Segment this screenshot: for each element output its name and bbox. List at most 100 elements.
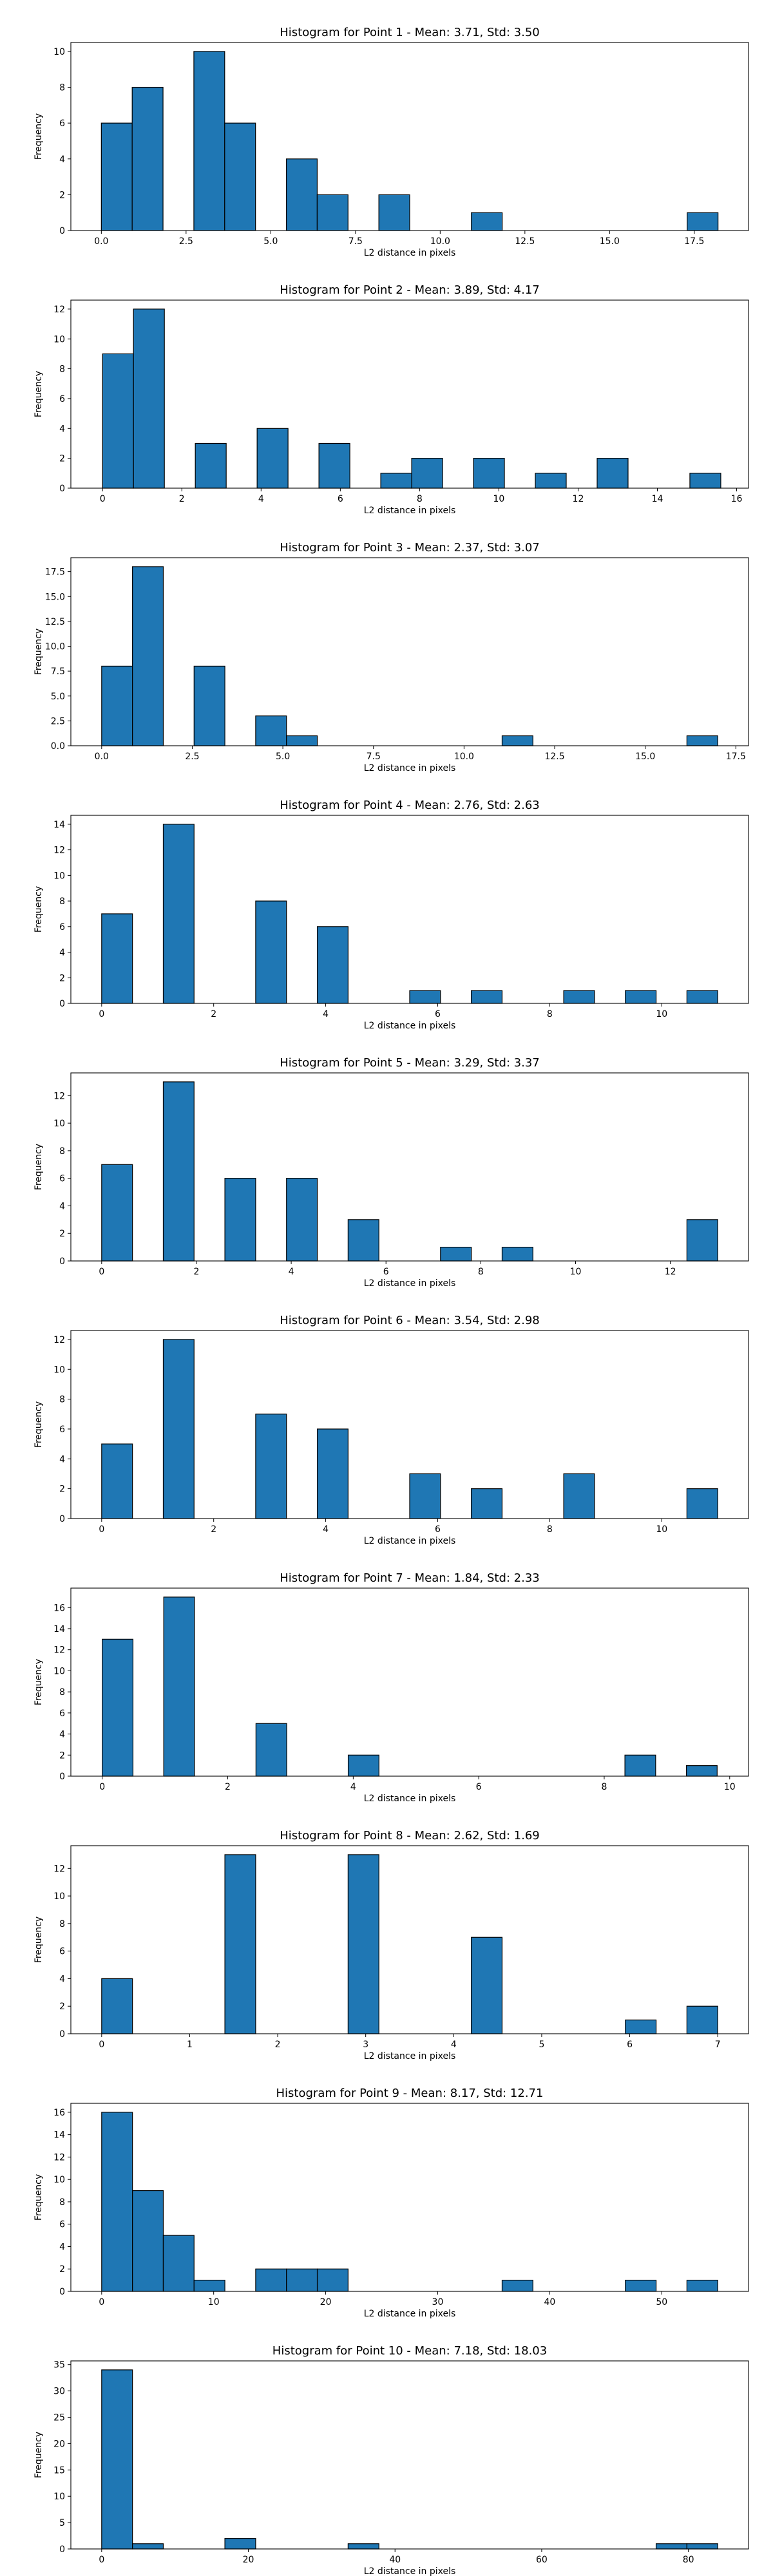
y-axis-label: Frequency [33,886,44,933]
y-axis-label: Frequency [33,371,44,417]
histogram-bar [286,735,318,746]
x-tick-label: 0 [100,494,106,504]
x-tick-label: 4 [289,1267,294,1277]
y-tick-label: 10 [53,1891,65,1902]
y-tick-label: 12 [53,846,65,856]
x-tick-label: 40 [389,2555,401,2565]
x-tick-label: 15.0 [635,752,655,762]
histogram-bar [655,2543,687,2550]
plot-frame [70,1072,749,1262]
y-tick-label: 6 [59,1709,65,1719]
chart-title: Histogram for Point 7 - Mean: 1.84, Std:… [280,1571,540,1585]
x-tick-label: 5.0 [276,752,290,762]
histogram-panel-10: Histogram for Point 10 - Mean: 7.18, Std… [33,2344,749,2576]
x-tick-label: 10.0 [430,236,450,247]
x-tick-label: 8 [547,1524,553,1535]
histogram-bar [133,308,165,489]
x-axis-label: L2 distance in pixels [364,248,456,258]
y-tick-label: 10 [53,2492,65,2502]
chart-title: Histogram for Point 2 - Mean: 3.89, Std:… [280,283,540,297]
y-tick-label: 12 [53,1091,65,1101]
plot-frame [70,557,749,746]
plot-frame [70,299,749,489]
histogram-bar [102,353,134,489]
histogram-bar [473,458,505,489]
y-tick-label: 2 [59,1750,65,1761]
x-tick-label: 3 [363,2040,368,2050]
histogram-bar [686,2543,718,2550]
histogram-bar [101,2369,133,2550]
y-tick-label: 8 [59,365,65,375]
y-tick-label: 2 [59,973,65,983]
histogram-bar [286,1178,318,1262]
x-tick-label: 60 [536,2555,548,2565]
y-tick-label: 2 [59,2002,65,2012]
x-tick-label: 15.0 [600,236,620,247]
chart-title: Histogram for Point 9 - Mean: 8.17, Std:… [276,2087,544,2100]
histogram-bar [162,1081,195,1262]
x-tick-label: 30 [432,2297,444,2307]
x-axis-label: L2 distance in pixels [364,1021,456,1030]
histogram-bar [378,194,410,231]
x-tick-label: 4 [451,2040,457,2050]
histogram-bar [162,2235,195,2292]
histogram-bar [625,990,657,1004]
histogram-bar [255,900,287,1004]
histogram-bar [316,1428,348,1519]
y-tick-label: 0 [59,226,65,236]
histogram-bar [163,1596,195,1777]
x-tick-label: 10 [656,1524,667,1535]
y-tick-label: 6 [59,922,65,933]
x-tick-label: 6 [435,1524,441,1535]
y-tick-label: 4 [59,1974,65,1984]
histogram-bar [347,1854,379,2034]
histogram-bar [286,2268,318,2292]
histogram-bar [195,442,227,489]
x-tick-label: 5 [539,2040,544,2050]
x-tick-label: 10 [208,2297,220,2307]
histogram-bar [101,665,133,746]
y-tick-label: 20 [53,2439,65,2449]
histogram-bar [193,2280,225,2292]
y-tick-label: 0 [59,1256,65,1267]
histogram-bar [101,2112,133,2292]
x-tick-label: 2 [211,1524,216,1535]
y-tick-label: 8 [59,2197,65,2208]
y-tick-label: 12.5 [45,617,65,627]
histogram-panel-9: Histogram for Point 9 - Mean: 8.17, Std:… [33,2087,749,2318]
y-tick-label: 6 [59,118,65,129]
y-tick-label: 12 [53,2152,65,2163]
x-tick-label: 17.5 [726,752,746,762]
y-tick-label: 10 [53,334,65,345]
histogram-bar [193,51,225,231]
x-tick-label: 1 [187,2040,193,2050]
x-tick-label: 2.5 [179,236,193,247]
y-axis-label: Frequency [33,2174,44,2221]
x-tick-label: 5.0 [263,236,278,247]
histogram-bar [316,926,348,1004]
y-tick-label: 4 [59,1201,65,1211]
chart-title: Histogram for Point 3 - Mean: 2.37, Std:… [280,541,540,554]
histogram-panel-3: Histogram for Point 3 - Mean: 2.37, Std:… [33,541,749,773]
x-tick-label: 8 [417,494,423,504]
chart-title: Histogram for Point 1 - Mean: 3.71, Std:… [280,26,540,39]
x-tick-label: 17.5 [684,236,704,247]
x-axis-label: L2 distance in pixels [364,2051,456,2061]
x-tick-label: 40 [544,2297,555,2307]
histogram-panel-5: Histogram for Point 5 - Mean: 3.29, Std:… [33,1056,749,1288]
histogram-bar [224,1178,256,1262]
y-tick-label: 0 [59,1772,65,1782]
histogram-bar [132,2190,164,2292]
x-tick-label: 12 [573,494,584,504]
histogram-bar [686,2005,718,2034]
x-tick-label: 0.0 [94,236,108,247]
histogram-bar [535,473,567,489]
histogram-bar [101,1443,133,1519]
histogram-bar [471,212,503,231]
histogram-bar [501,1247,533,1262]
x-tick-label: 10.0 [454,752,474,762]
histogram-bar [563,990,595,1004]
x-tick-label: 7.5 [367,752,381,762]
x-tick-label: 8 [547,1009,553,1019]
plot-frame [70,1330,749,1519]
